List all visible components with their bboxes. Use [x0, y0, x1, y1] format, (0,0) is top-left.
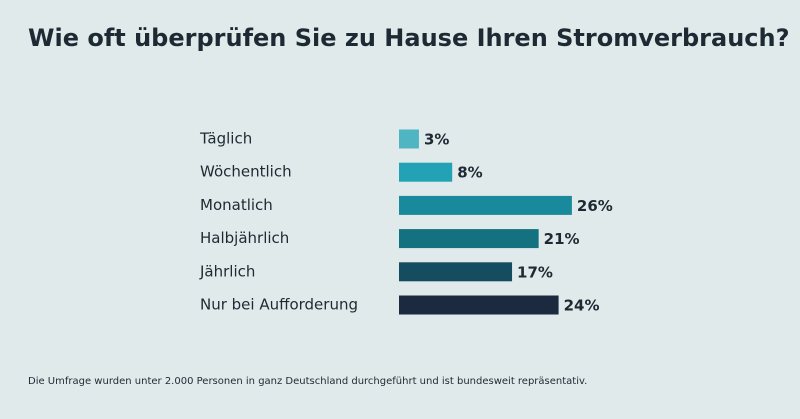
bar: [399, 195, 572, 215]
category-label: Jährlich: [199, 262, 255, 280]
bar: [399, 162, 453, 182]
value-label: 3%: [424, 131, 449, 149]
chart-title: Wie oft überprüfen Sie zu Hause Ihren St…: [28, 24, 790, 52]
category-label: Halbjährlich: [200, 229, 289, 247]
value-label: 8%: [457, 164, 482, 182]
bar: [399, 229, 539, 249]
value-label: 21%: [544, 230, 580, 248]
bar: [399, 129, 419, 149]
category-label: Täglich: [199, 130, 252, 148]
value-label: 24%: [564, 297, 600, 315]
bar: [399, 262, 513, 282]
value-label: 26%: [577, 197, 613, 215]
bar: [399, 295, 559, 315]
value-label: 17%: [517, 263, 553, 281]
category-label: Wöchentlich: [200, 163, 292, 181]
category-label: Monatlich: [200, 196, 273, 214]
category-label: Nur bei Aufforderung: [200, 296, 358, 314]
footnote: Die Umfrage wurden unter 2.000 Personen …: [28, 376, 587, 387]
